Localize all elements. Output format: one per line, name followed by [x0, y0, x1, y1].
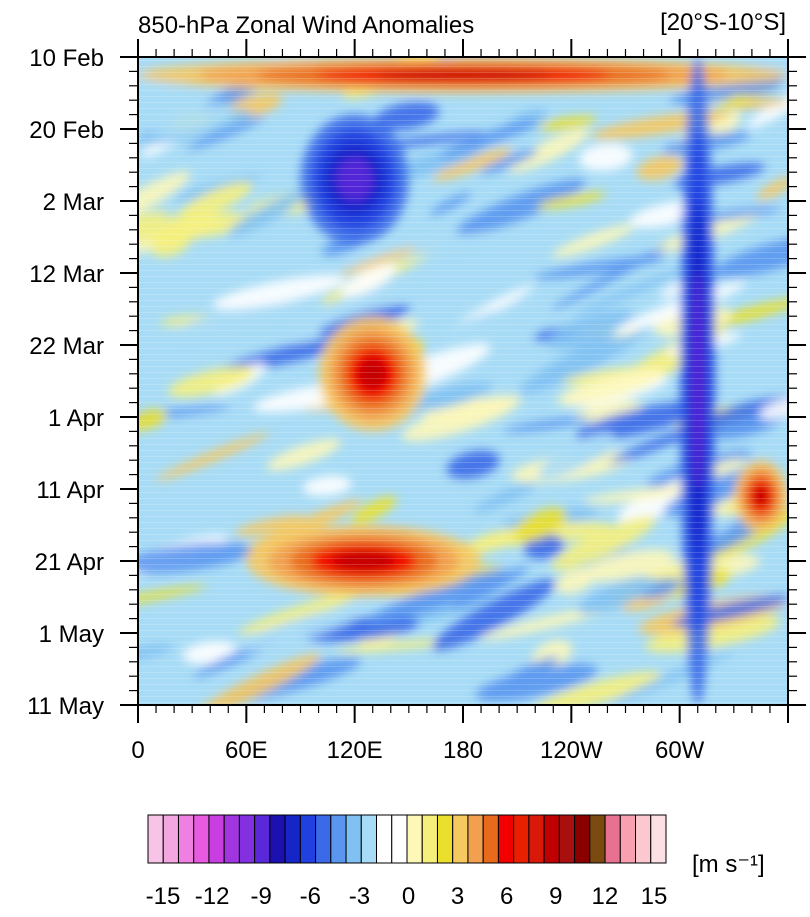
- y-tick-label: 12 Mar: [29, 261, 104, 288]
- colorbar-swatch: [650, 814, 667, 864]
- axis-ticks: [120, 39, 806, 723]
- colorbar-swatch: [589, 814, 606, 864]
- colorbar-swatch: [254, 814, 271, 864]
- colorbar-tick-label: 0: [402, 883, 415, 910]
- colorbar-swatch: [543, 814, 560, 864]
- colorbar-tick-label: -15: [146, 883, 181, 910]
- colorbar-swatch: [330, 814, 347, 864]
- colorbar-swatch: [513, 814, 530, 864]
- colorbar-tick-label: -3: [349, 883, 370, 910]
- colorbar-swatch: [436, 814, 454, 864]
- x-tick-label: 120W: [540, 737, 603, 764]
- colorbar-tick-label: -12: [195, 883, 230, 910]
- colorbar-swatch: [147, 814, 164, 864]
- colorbar-tick-label: 12: [592, 883, 619, 910]
- colorbar-unit-label: [m s⁻¹]: [692, 851, 765, 878]
- colorbar-swatch: [284, 814, 301, 864]
- colorbar-swatch: [223, 814, 240, 864]
- y-tick-label: 2 Mar: [43, 189, 104, 216]
- x-tick-label: 180: [443, 737, 483, 764]
- colorbar-swatch: [619, 814, 637, 864]
- x-tick-label: 60E: [225, 737, 268, 764]
- colorbar-swatch: [467, 814, 484, 864]
- colorbar-tick-label: 15: [641, 883, 668, 910]
- colorbar-swatch: [208, 814, 225, 864]
- colorbar-tick-label: 3: [451, 883, 464, 910]
- colorbar-swatch: [177, 814, 195, 864]
- x-axis-tick-labels: 0 60E 120E 180 120W 60W: [131, 737, 704, 764]
- colorbar-swatch: [497, 814, 515, 864]
- colorbar-swatch: [162, 814, 179, 864]
- colorbar-swatch: [345, 814, 362, 864]
- y-tick-label: 11 May: [27, 693, 104, 720]
- colorbar-tick-labels: -15 -12 -9 -6 -3 0 3 6 9 12 15: [146, 883, 668, 910]
- colorbar-tick-label: -9: [251, 883, 272, 910]
- y-tick-label: 1 Apr: [48, 405, 104, 432]
- heatmap-plot-area: [138, 57, 788, 705]
- colorbar-swatch: [315, 814, 332, 864]
- colorbar-swatch: [406, 814, 423, 864]
- colorbar-swatch: [238, 814, 256, 864]
- x-tick-label: 0: [131, 737, 144, 764]
- colorbar-swatch: [574, 814, 591, 864]
- chart-region-label: [20°S-10°S]: [660, 9, 786, 36]
- x-tick-label: 60W: [655, 737, 705, 764]
- y-tick-label: 10 Feb: [29, 45, 104, 72]
- chart-title: 850-hPa Zonal Wind Anomalies: [138, 12, 474, 39]
- x-tick-label: 120E: [327, 737, 383, 764]
- colorbar-swatch: [604, 814, 621, 864]
- y-tick-label: 22 Mar: [29, 333, 104, 360]
- colorbar: [147, 814, 667, 864]
- colorbar-swatch: [558, 814, 576, 864]
- colorbar-swatch: [482, 814, 499, 864]
- colorbar-tick-label: -6: [300, 883, 321, 910]
- y-tick-label: 1 May: [39, 621, 104, 648]
- colorbar-swatch: [528, 814, 545, 864]
- y-tick-label: 11 Apr: [36, 477, 104, 504]
- colorbar-swatch: [452, 814, 469, 864]
- colorbar-swatch: [376, 814, 393, 864]
- colorbar-swatch: [299, 814, 317, 864]
- y-axis-tick-labels: 10 Feb 20 Feb 2 Mar 12 Mar 22 Mar 1 Apr 11 Apr…: [27, 45, 104, 720]
- colorbar-swatch: [269, 814, 286, 864]
- y-tick-label: 20 Feb: [29, 117, 104, 144]
- colorbar-swatch: [421, 814, 438, 864]
- colorbar-tick-label: 6: [500, 883, 513, 910]
- y-tick-label: 21 Apr: [35, 549, 104, 576]
- colorbar-swatch: [193, 814, 210, 864]
- colorbar-tick-label: 9: [549, 883, 562, 910]
- colorbar-swatch: [635, 814, 652, 864]
- colorbar-swatch: [391, 814, 408, 864]
- colorbar-swatch: [360, 814, 378, 864]
